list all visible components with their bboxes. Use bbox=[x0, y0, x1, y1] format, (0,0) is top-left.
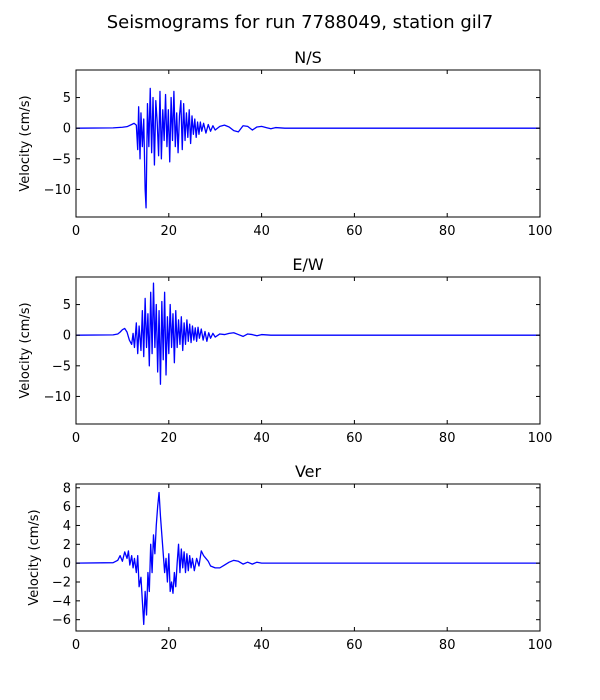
x-tick-label: 40 bbox=[253, 431, 270, 446]
y-axis-label: Velocity (cm/s) bbox=[18, 95, 33, 191]
y-tick-label: −4 bbox=[52, 594, 71, 609]
y-tick-label: −2 bbox=[52, 576, 71, 591]
y-tick-label: 2 bbox=[63, 538, 71, 553]
x-tick-label: 20 bbox=[161, 638, 178, 653]
x-tick-label: 40 bbox=[253, 638, 270, 653]
axes-frame bbox=[75, 276, 541, 425]
y-tick-label: −6 bbox=[52, 613, 71, 628]
x-tick-label: 40 bbox=[253, 224, 270, 239]
y-tick-label: 5 bbox=[63, 298, 71, 313]
y-tick-label: 8 bbox=[63, 481, 71, 496]
series-line bbox=[76, 491, 540, 626]
x-tick-label: 60 bbox=[346, 224, 363, 239]
x-tick-label: 100 bbox=[528, 431, 553, 446]
x-tick-label: 20 bbox=[161, 224, 178, 239]
axes-frame bbox=[75, 69, 541, 218]
x-tick-label: 100 bbox=[528, 224, 553, 239]
panel-1: N/S 0 20 40 60 80 100 5 0 −5 −10 Velocity (cm/s) bbox=[18, 48, 552, 239]
x-tick-label: 60 bbox=[346, 638, 363, 653]
series-line bbox=[76, 87, 540, 209]
x-tick-label: 80 bbox=[439, 224, 456, 239]
y-tick-label: −5 bbox=[52, 152, 71, 167]
figure-title: Seismograms for run 7788049, station gil… bbox=[107, 12, 493, 33]
x-tick-label: 80 bbox=[439, 638, 456, 653]
x-tick-label: 60 bbox=[346, 431, 363, 446]
x-tick-label: 0 bbox=[72, 431, 80, 446]
x-tick-label: 0 bbox=[72, 224, 80, 239]
x-tick-label: 20 bbox=[161, 431, 178, 446]
series-line bbox=[76, 282, 540, 385]
y-axis-label: Velocity (cm/s) bbox=[27, 509, 42, 605]
y-tick-label: −5 bbox=[52, 359, 71, 374]
panel-title: E/W bbox=[292, 255, 324, 274]
y-tick-label: 5 bbox=[63, 91, 71, 106]
y-axis-label: Velocity (cm/s) bbox=[18, 302, 33, 398]
x-tick-label: 100 bbox=[528, 638, 553, 653]
panel-title: N/S bbox=[294, 48, 322, 67]
axes-frame bbox=[75, 483, 541, 632]
panel-2: E/W 0 20 40 60 80 100 5 0 −5 −10 Velocity (cm/s) bbox=[18, 255, 552, 446]
y-tick-label: −10 bbox=[44, 183, 71, 198]
y-tick-label: 0 bbox=[63, 329, 71, 344]
y-tick-label: −10 bbox=[44, 390, 71, 405]
y-tick-label: 6 bbox=[63, 500, 71, 515]
y-tick-label: 0 bbox=[63, 122, 71, 137]
panel-title: Ver bbox=[295, 462, 322, 481]
x-tick-label: 80 bbox=[439, 431, 456, 446]
x-tick-label: 0 bbox=[72, 638, 80, 653]
y-tick-label: 4 bbox=[63, 519, 71, 534]
y-tick-label: 0 bbox=[63, 557, 71, 572]
